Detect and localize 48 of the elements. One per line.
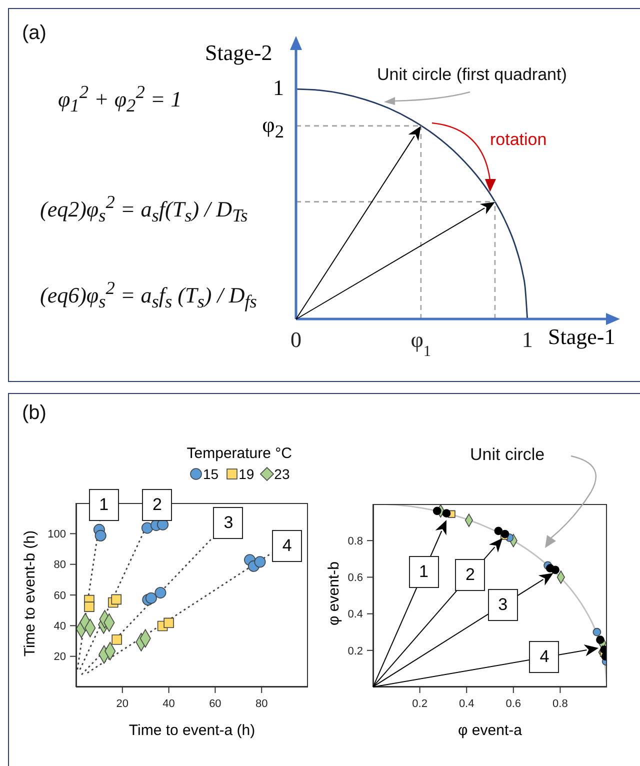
y-tick-label: 0.8 bbox=[348, 535, 363, 548]
annotation: 4 bbox=[272, 530, 302, 562]
y-tick-label: 0.6 bbox=[348, 572, 363, 584]
annotation: 1 bbox=[272, 75, 284, 102]
y-axis-title: Stage-2 bbox=[205, 40, 272, 66]
text: (b) bbox=[22, 402, 46, 425]
legend-label: 19 bbox=[238, 466, 254, 482]
y-tick-label: 20 bbox=[54, 651, 66, 664]
y-tick-label: 100 bbox=[48, 528, 66, 541]
annotation: rotation bbox=[490, 130, 547, 150]
x-tick-label: φ$_{1}$ bbox=[410, 327, 432, 360]
x-tick-label: 0.6 bbox=[506, 698, 522, 710]
text: φ$_{1}$$^{2}$ + φ$_{2}$$^{2}$ = 1 bbox=[58, 82, 182, 117]
annotation: φ$_{2}$ bbox=[261, 112, 284, 142]
y-axis-title: φ event-b bbox=[326, 560, 342, 628]
text: (a) bbox=[22, 22, 46, 45]
text: (eq6)φ$_{s}$$^{2}$ = a$_{s}$f$_{s}$ (T$_{s}$) / D$_{fs}$ bbox=[40, 278, 257, 312]
x-tick-label: 0 bbox=[290, 327, 302, 352]
text: (eq2)φ$_{s}$$^{2}$ = a$_{s}$f(T$_{s}$) / D$_{Ts}$ bbox=[40, 192, 248, 226]
text: Unit circle bbox=[470, 445, 545, 465]
x-axis-title: φ event-a bbox=[457, 722, 523, 739]
annotation: 4 bbox=[529, 641, 560, 674]
y-tick-label: 60 bbox=[54, 590, 66, 602]
x-tick-label: 40 bbox=[162, 698, 175, 710]
annotation: 1 bbox=[88, 488, 119, 521]
annotation: 2 bbox=[455, 559, 486, 592]
annotation: 3 bbox=[488, 589, 518, 622]
x-tick-label: 20 bbox=[116, 698, 129, 710]
y-tick-label: 0.4 bbox=[348, 608, 363, 621]
x-tick-label: 80 bbox=[255, 698, 268, 710]
x-tick-label: 0.8 bbox=[552, 698, 568, 710]
x-tick-label: 0.4 bbox=[458, 698, 474, 710]
legend-label: 15 bbox=[203, 466, 219, 482]
x-tick-label: 0.2 bbox=[412, 698, 428, 710]
text: Unit circle (first quadrant) bbox=[377, 65, 567, 85]
y-tick-label: 0.2 bbox=[348, 645, 363, 658]
legend-title: Temperature °C bbox=[186, 445, 292, 462]
annotation: 1 bbox=[408, 556, 439, 588]
annotation: 3 bbox=[213, 506, 244, 539]
x-tick-label: 1 bbox=[522, 327, 533, 352]
y-tick-label: 40 bbox=[54, 620, 66, 633]
x-tick-label: 60 bbox=[209, 698, 222, 710]
x-axis-title: Time to event-a (h) bbox=[128, 722, 256, 739]
y-tick-label: 80 bbox=[54, 559, 66, 572]
x-axis-title: Stage-1 bbox=[548, 324, 616, 350]
legend-label: 23 bbox=[274, 466, 290, 482]
annotation: 2 bbox=[142, 488, 172, 521]
y-axis-title: Time to event-b (h) bbox=[22, 529, 38, 659]
